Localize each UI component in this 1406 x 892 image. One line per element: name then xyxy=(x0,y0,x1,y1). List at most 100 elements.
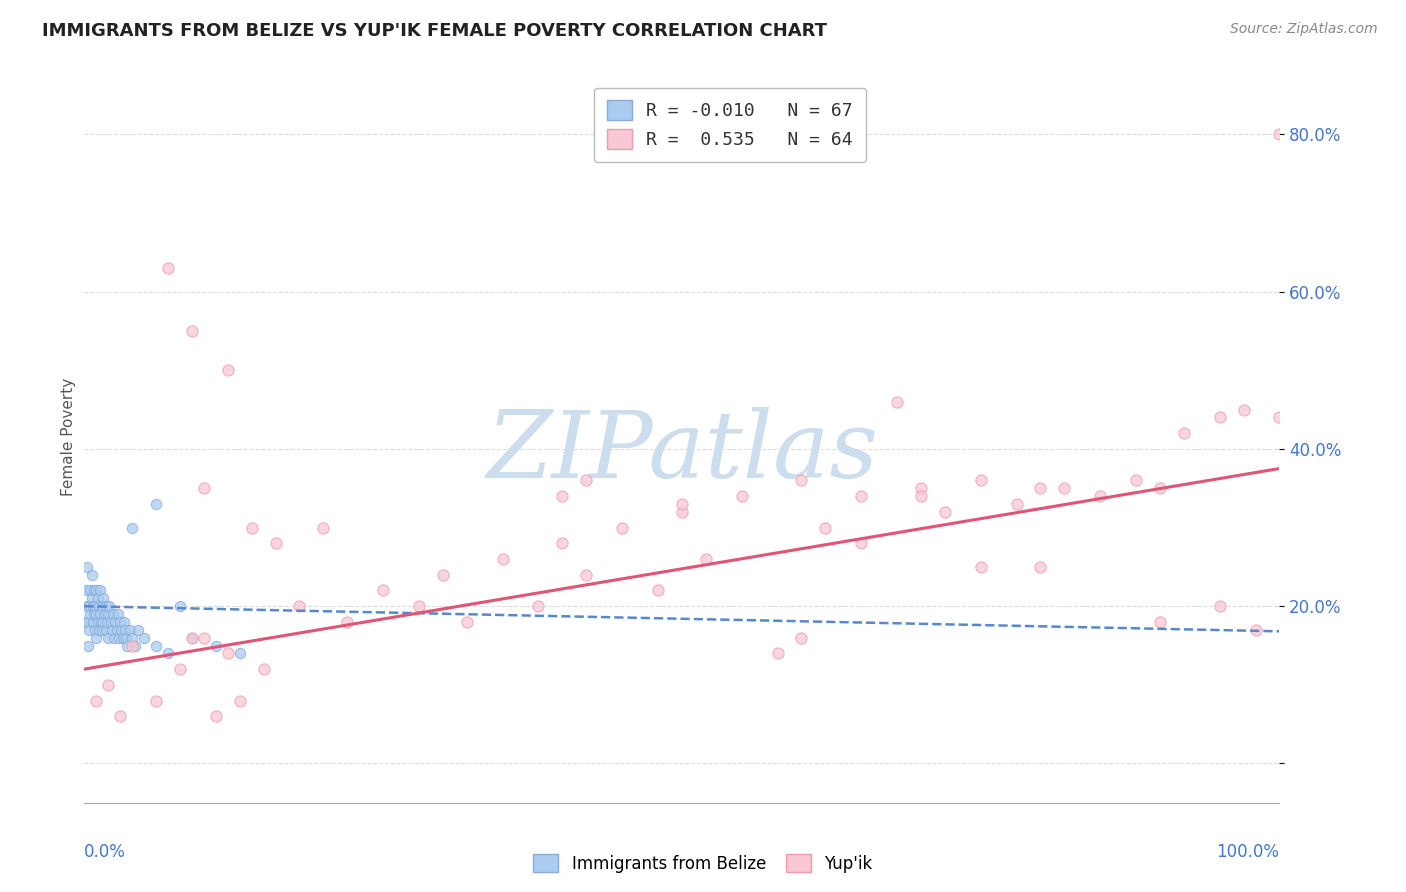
Point xyxy=(86,615,108,629)
Point xyxy=(851,489,873,503)
Point xyxy=(612,520,634,534)
Point xyxy=(91,623,114,637)
Point xyxy=(124,639,146,653)
Point xyxy=(970,473,993,487)
Point xyxy=(101,607,124,621)
Point xyxy=(145,639,167,653)
Point xyxy=(169,662,191,676)
Point xyxy=(408,599,430,614)
Point xyxy=(110,623,132,637)
Legend: R = -0.010   N = 67, R =  0.535   N = 64: R = -0.010 N = 67, R = 0.535 N = 64 xyxy=(593,87,866,161)
Point xyxy=(121,639,143,653)
Point xyxy=(1029,481,1052,495)
Point xyxy=(115,631,138,645)
Point xyxy=(73,615,96,629)
Point xyxy=(86,583,108,598)
Point xyxy=(1268,128,1291,142)
Point xyxy=(104,615,127,629)
Point xyxy=(205,639,228,653)
Point xyxy=(1005,497,1028,511)
Point xyxy=(647,583,669,598)
Point xyxy=(790,631,813,645)
Point xyxy=(77,615,100,629)
Point xyxy=(77,599,100,614)
Point xyxy=(97,607,120,621)
Point xyxy=(157,260,180,275)
Point xyxy=(75,583,97,598)
Point xyxy=(86,591,108,606)
Point xyxy=(97,631,120,645)
Point xyxy=(91,599,114,614)
Point xyxy=(76,599,98,614)
Point xyxy=(103,631,125,645)
Point xyxy=(1209,599,1232,614)
Point xyxy=(90,615,112,629)
Text: ZIPatlas: ZIPatlas xyxy=(486,407,877,497)
Point xyxy=(93,615,115,629)
Point xyxy=(93,607,115,621)
Point xyxy=(671,497,693,511)
Point xyxy=(112,615,135,629)
Point xyxy=(910,489,932,503)
Point xyxy=(84,599,107,614)
Legend: Immigrants from Belize, Yup'ik: Immigrants from Belize, Yup'ik xyxy=(527,847,879,880)
Point xyxy=(336,615,359,629)
Point xyxy=(145,497,167,511)
Point xyxy=(87,599,110,614)
Point xyxy=(94,623,117,637)
Point xyxy=(83,583,105,598)
Point xyxy=(575,473,598,487)
Point xyxy=(1053,481,1076,495)
Point xyxy=(970,559,993,574)
Y-axis label: Female Poverty: Female Poverty xyxy=(60,378,76,496)
Point xyxy=(934,505,956,519)
Point xyxy=(1149,481,1171,495)
Text: 100.0%: 100.0% xyxy=(1216,843,1279,861)
Point xyxy=(731,489,754,503)
Point xyxy=(1149,615,1171,629)
Point xyxy=(114,623,136,637)
Point xyxy=(1125,473,1147,487)
Point xyxy=(814,520,837,534)
Point xyxy=(110,709,132,723)
Point xyxy=(193,631,215,645)
Point xyxy=(551,489,574,503)
Point xyxy=(96,615,118,629)
Point xyxy=(766,646,789,660)
Point xyxy=(181,631,204,645)
Point xyxy=(132,631,156,645)
Point xyxy=(886,394,908,409)
Point xyxy=(98,599,121,614)
Text: IMMIGRANTS FROM BELIZE VS YUP'IK FEMALE POVERTY CORRELATION CHART: IMMIGRANTS FROM BELIZE VS YUP'IK FEMALE … xyxy=(42,22,827,40)
Point xyxy=(77,639,100,653)
Point xyxy=(695,552,717,566)
Point xyxy=(82,615,104,629)
Point xyxy=(217,646,239,660)
Point xyxy=(101,623,124,637)
Point xyxy=(1173,426,1195,441)
Point xyxy=(86,631,108,645)
Point xyxy=(76,559,98,574)
Point xyxy=(94,599,117,614)
Point xyxy=(157,646,180,660)
Point xyxy=(105,623,128,637)
Point xyxy=(80,567,103,582)
Point xyxy=(229,646,252,660)
Point xyxy=(456,615,478,629)
Point xyxy=(145,693,167,707)
Point xyxy=(89,583,111,598)
Point xyxy=(121,631,143,645)
Point xyxy=(575,567,598,582)
Point xyxy=(80,591,103,606)
Point xyxy=(1268,410,1291,425)
Point xyxy=(108,631,131,645)
Text: 0.0%: 0.0% xyxy=(84,843,127,861)
Point xyxy=(79,607,101,621)
Point xyxy=(82,599,104,614)
Point xyxy=(205,709,228,723)
Point xyxy=(111,631,134,645)
Point xyxy=(1244,623,1267,637)
Point xyxy=(117,639,139,653)
Point xyxy=(1233,402,1256,417)
Point xyxy=(288,599,311,614)
